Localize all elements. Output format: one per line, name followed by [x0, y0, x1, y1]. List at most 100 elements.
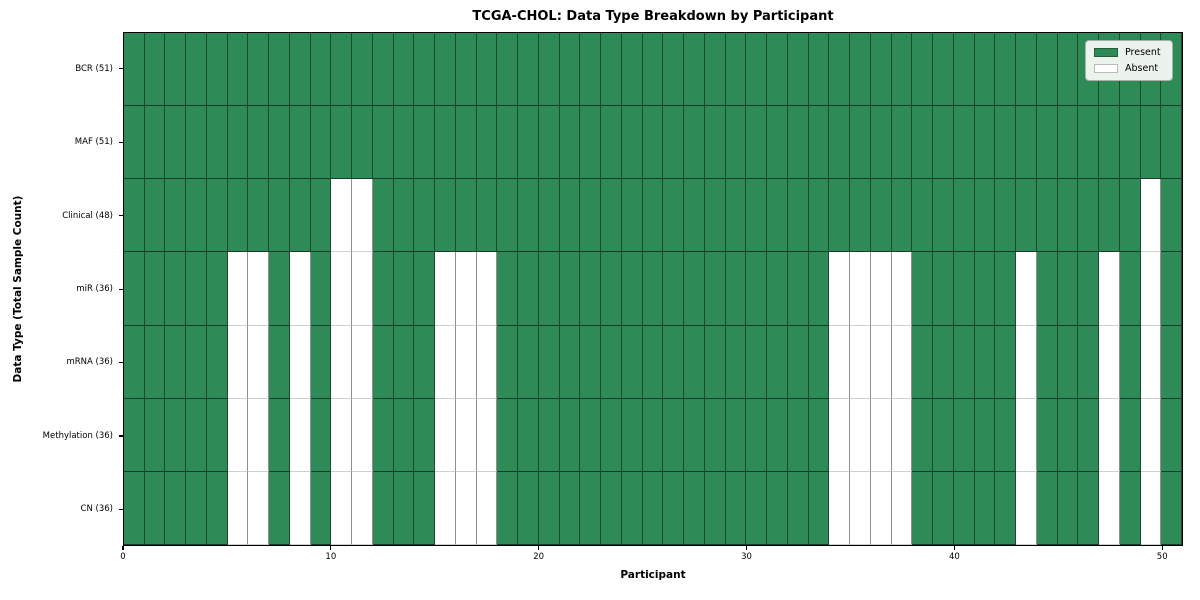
cell-Methylation-23 [601, 398, 622, 472]
y-tick-label-CN: CN (36) [80, 504, 113, 515]
cell-BCR-17 [476, 33, 498, 107]
cell-miR-39 [933, 252, 954, 326]
cell-Clinical-26 [663, 179, 685, 253]
cell-Methylation-32 [787, 398, 809, 472]
cell-BCR-19 [518, 33, 539, 107]
cell-mRNA-3 [186, 325, 207, 399]
cell-miR-27 [684, 252, 705, 326]
cell-BCR-8 [289, 33, 311, 107]
cell-CN-28 [704, 471, 726, 545]
cell-Clinical-13 [393, 179, 415, 253]
cell-CN-10 [331, 471, 353, 545]
cell-Methylation-43 [1016, 398, 1037, 472]
cell-Clinical-44 [1036, 179, 1058, 253]
cell-mRNA-50 [1161, 325, 1182, 399]
cell-miR-41 [974, 252, 996, 326]
cell-Methylation-17 [476, 398, 498, 472]
cell-BCR-22 [580, 33, 602, 107]
y-axis-ticks: BCR (51) MAF (51) Clinical (48) miR (36) mRN… [0, 32, 123, 546]
cell-BCR-38 [912, 33, 934, 107]
cell-CN-25 [642, 471, 664, 545]
cell-BCR-7 [269, 33, 290, 107]
cell-miR-23 [601, 252, 622, 326]
cell-Methylation-1 [144, 398, 166, 472]
cell-miR-10 [331, 252, 353, 326]
cell-MAF-2 [165, 106, 187, 180]
cell-CN-27 [684, 471, 705, 545]
cell-Methylation-11 [352, 398, 373, 472]
cell-Clinical-47 [1099, 179, 1120, 253]
cell-CN-14 [414, 471, 436, 545]
cell-BCR-14 [414, 33, 436, 107]
cell-BCR-36 [870, 33, 892, 107]
cell-miR-2 [165, 252, 187, 326]
cell-miR-34 [829, 252, 851, 326]
cell-Clinical-4 [206, 179, 228, 253]
cell-MAF-19 [518, 106, 539, 180]
cell-mRNA-44 [1036, 325, 1058, 399]
cell-CN-31 [767, 471, 788, 545]
cell-CN-43 [1016, 471, 1037, 545]
cell-MAF-27 [684, 106, 705, 180]
cell-MAF-11 [352, 106, 373, 180]
cell-CN-4 [206, 471, 228, 545]
cell-CN-2 [165, 471, 187, 545]
cell-MAF-1 [144, 106, 166, 180]
cell-miR-44 [1036, 252, 1058, 326]
cell-Methylation-48 [1119, 398, 1141, 472]
cell-MAF-49 [1140, 106, 1162, 180]
cell-MAF-16 [455, 106, 477, 180]
x-tick-label-40: 40 [948, 552, 960, 562]
cell-MAF-39 [933, 106, 954, 180]
cell-miR-0 [124, 252, 145, 326]
cell-MAF-31 [767, 106, 788, 180]
cell-BCR-43 [1016, 33, 1037, 107]
cell-BCR-6 [248, 33, 270, 107]
cell-Clinical-32 [787, 179, 809, 253]
cell-miR-40 [953, 252, 975, 326]
cell-CN-33 [808, 471, 830, 545]
cell-BCR-15 [435, 33, 456, 107]
cell-Methylation-36 [870, 398, 892, 472]
cell-Clinical-31 [767, 179, 788, 253]
cell-mRNA-47 [1099, 325, 1120, 399]
cell-Clinical-12 [372, 179, 394, 253]
cell-mRNA-7 [269, 325, 290, 399]
y-tick-mark [119, 215, 123, 217]
cell-mRNA-10 [331, 325, 353, 399]
cell-Clinical-5 [227, 179, 249, 253]
cell-Methylation-28 [704, 398, 726, 472]
cell-Clinical-41 [974, 179, 996, 253]
cell-BCR-9 [310, 33, 332, 107]
cell-MAF-40 [953, 106, 975, 180]
cell-MAF-45 [1057, 106, 1079, 180]
cell-Methylation-3 [186, 398, 207, 472]
cell-CN-12 [372, 471, 394, 545]
x-tick-label-20: 20 [533, 552, 545, 562]
cell-Clinical-34 [829, 179, 851, 253]
y-tick-mark [119, 288, 123, 290]
cell-Clinical-29 [725, 179, 747, 253]
cell-miR-32 [787, 252, 809, 326]
x-tick-mark [745, 546, 748, 550]
heatmap-plot-area [123, 32, 1183, 546]
cell-mRNA-17 [476, 325, 498, 399]
cell-Clinical-27 [684, 179, 705, 253]
cell-Clinical-39 [933, 179, 954, 253]
cell-BCR-24 [621, 33, 643, 107]
cell-mRNA-33 [808, 325, 830, 399]
cell-BCR-5 [227, 33, 249, 107]
cell-MAF-20 [538, 106, 560, 180]
y-tick-mark [119, 508, 123, 510]
cell-miR-31 [767, 252, 788, 326]
cell-Methylation-35 [850, 398, 871, 472]
x-tick-mark [1161, 546, 1163, 550]
cell-BCR-37 [891, 33, 913, 107]
cell-MAF-9 [310, 106, 332, 180]
cell-MAF-5 [227, 106, 249, 180]
cell-Methylation-39 [933, 398, 954, 472]
cell-Methylation-12 [372, 398, 394, 472]
cell-MAF-37 [891, 106, 913, 180]
cell-miR-11 [352, 252, 373, 326]
cell-CN-45 [1057, 471, 1079, 545]
